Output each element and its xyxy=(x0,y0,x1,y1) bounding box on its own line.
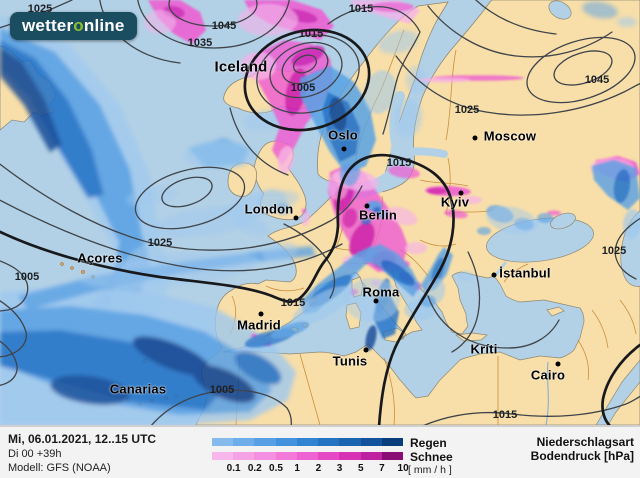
legend-tick: 0.2 xyxy=(247,463,262,474)
city-dot xyxy=(458,190,464,196)
legend-color-segment xyxy=(233,452,255,460)
snow-color-scale xyxy=(212,452,403,460)
pressure-value-label: 1015 xyxy=(492,409,518,421)
bosphorus xyxy=(493,261,508,277)
legend-tick: 1 xyxy=(294,463,300,474)
pressure-value-label: 1045 xyxy=(584,74,610,86)
legend-color-segment xyxy=(254,452,276,460)
legend-tick-labels: 0.1 0.2 0.5 1 2 3 5 7 10 xyxy=(212,463,423,474)
wetteronline-logo: wetteronline xyxy=(10,12,137,40)
pressure-value-label: 1015 xyxy=(386,157,412,169)
precipitation-pressure-map: wetteronline Iceland Oslo Moscow London Berl… xyxy=(0,0,640,425)
city-label: London xyxy=(244,201,294,217)
legend-color-segment xyxy=(212,438,234,446)
legend-color-segment xyxy=(296,438,319,446)
legend-color-segment xyxy=(318,438,340,446)
city-label: Cairo xyxy=(530,367,566,383)
pressure-value-label: 1025 xyxy=(454,104,480,116)
pressure-value-label: 1025 xyxy=(27,3,53,15)
city-dot xyxy=(555,361,561,367)
legend-color-segment xyxy=(381,438,403,446)
legend-color-segment xyxy=(296,452,319,460)
pressure-value-label: 1015 xyxy=(348,3,374,15)
city-dot xyxy=(491,272,497,278)
city-label: Kyiv xyxy=(440,194,470,210)
legend-color-segment xyxy=(275,452,297,460)
legend-tick: 0.1 xyxy=(226,463,241,474)
city-label: Canarias xyxy=(109,381,167,397)
city-dot xyxy=(364,203,370,209)
map-type-info: Niederschlagsart Bodendruck [hPa] xyxy=(531,435,634,463)
city-dot xyxy=(363,347,369,353)
island-cyprus xyxy=(546,306,565,317)
model-text: Modell: GFS (NOAA) xyxy=(8,462,111,474)
city-label: Oslo xyxy=(328,127,358,143)
precip-type-text: Niederschlagsart xyxy=(536,435,634,449)
city-label: Iceland xyxy=(214,58,268,76)
map-canvas xyxy=(0,0,640,425)
rain-color-scale xyxy=(212,438,403,446)
forecast-info: Mi, 06.01.2021, 12..15 UTC Di 00 +39h Mo… xyxy=(8,432,156,475)
city-dot xyxy=(373,298,379,304)
legend-unit-label: [ mm / h ] xyxy=(408,464,452,476)
city-label: İstanbul xyxy=(499,265,551,281)
isobars xyxy=(0,0,640,425)
red-sea xyxy=(595,359,640,425)
pressure-value-label: 1005 xyxy=(290,82,316,94)
city-dot xyxy=(293,215,299,221)
city-label: Berlin xyxy=(358,207,398,223)
pressure-value-label: 1045 xyxy=(211,20,237,32)
legend-tick: 0.5 xyxy=(269,463,283,474)
pressure-value-label: 1025 xyxy=(601,245,627,257)
legend-tick: 3 xyxy=(336,463,343,474)
valid-time-text: Mi, 06.01.2021, 12..15 UTC xyxy=(8,432,157,446)
white-sea xyxy=(548,0,572,20)
run-offset-text: Di 00 +39h xyxy=(8,448,62,460)
logo-text-wetter: wetter xyxy=(22,16,74,35)
pressure-value-label: 1015 xyxy=(280,297,306,309)
legend-tick: 10 xyxy=(397,463,409,474)
city-label: Kríti xyxy=(470,341,498,357)
city-dot xyxy=(341,146,347,152)
legend-color-segment xyxy=(381,452,403,460)
city-label: Tunis xyxy=(332,353,368,369)
legend-color-segment xyxy=(254,438,276,446)
logo-text-nline: nline xyxy=(83,16,125,35)
pressure-value-label: 1015 xyxy=(298,28,324,40)
pressure-type-text: Bodendruck [hPa] xyxy=(530,449,634,463)
city-label: Roma xyxy=(362,284,400,300)
island-crete xyxy=(455,332,488,342)
isobars-bold xyxy=(0,28,640,425)
status-legend-bar: Mi, 06.01.2021, 12..15 UTC Di 00 +39h Mo… xyxy=(0,425,640,478)
legend-color-segment xyxy=(318,452,340,460)
city-label: Açores xyxy=(77,250,123,266)
legend-tick: 5 xyxy=(357,463,364,474)
pressure-value-label: 1035 xyxy=(187,37,213,49)
snow-label: Schnee xyxy=(410,450,453,464)
sea-of-azov xyxy=(550,212,576,230)
legend-color-segment xyxy=(212,452,234,460)
legend-color-segment xyxy=(339,452,361,460)
legend-color-segment xyxy=(275,438,297,446)
pressure-value-label: 1025 xyxy=(147,237,173,249)
city-label: Moscow xyxy=(483,128,537,144)
legend-color-segment xyxy=(339,438,361,446)
legend-color-segment xyxy=(360,452,382,460)
pressure-value-label: 1005 xyxy=(14,271,40,283)
logo-text-o: o xyxy=(73,16,84,35)
legend-tick: 2 xyxy=(315,463,322,474)
nile-river xyxy=(545,361,549,425)
pressure-value-label: 1005 xyxy=(209,384,235,396)
city-label: Madrid xyxy=(237,317,281,333)
legend-color-segment xyxy=(233,438,255,446)
legend-tick: 7 xyxy=(379,463,385,474)
legend-color-segment xyxy=(360,438,382,446)
rain-label: Regen xyxy=(410,436,447,450)
city-dot xyxy=(258,311,264,317)
city-dot xyxy=(472,135,478,141)
